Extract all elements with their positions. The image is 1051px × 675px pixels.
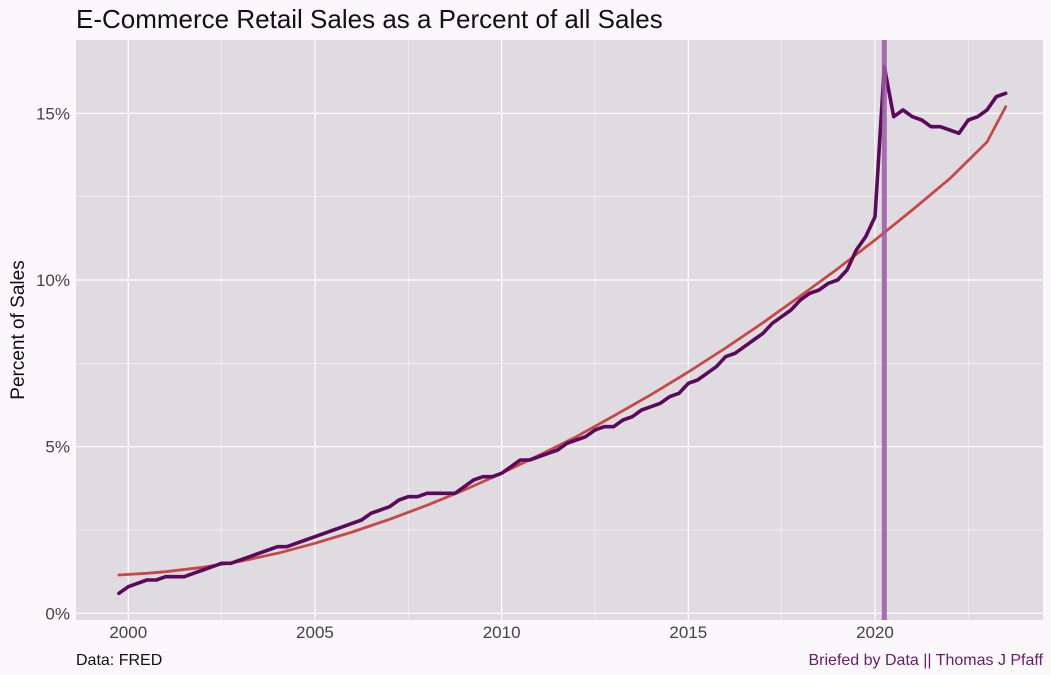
- y-tick-label: 10%: [36, 271, 70, 290]
- x-tick-label: 2000: [109, 623, 147, 642]
- ecommerce-share-line: [117, 64, 1008, 596]
- plot-panel: [76, 40, 1043, 620]
- y-tick-label: 0%: [45, 604, 70, 623]
- y-tick-label: 15%: [36, 104, 70, 123]
- data-source-caption: Data: FRED: [76, 652, 162, 669]
- data-series: [117, 40, 1008, 620]
- x-tick-label: 2005: [296, 623, 334, 642]
- y-axis-title: Percent of Sales: [8, 260, 29, 399]
- author-caption: Briefed by Data || Thomas J Pfaff: [809, 652, 1044, 669]
- chart-title: E-Commerce Retail Sales as a Percent of …: [76, 4, 663, 34]
- x-tick-labels: 2000 2005 2010 2015 2020: [109, 623, 894, 642]
- x-tick-label: 2010: [483, 623, 521, 642]
- x-tick-label: 2020: [856, 623, 894, 642]
- y-tick-labels: 0% 5% 10% 15%: [36, 104, 70, 623]
- trend-line: [117, 105, 1008, 577]
- y-tick-label: 5%: [45, 438, 70, 457]
- x-tick-label: 2015: [669, 623, 707, 642]
